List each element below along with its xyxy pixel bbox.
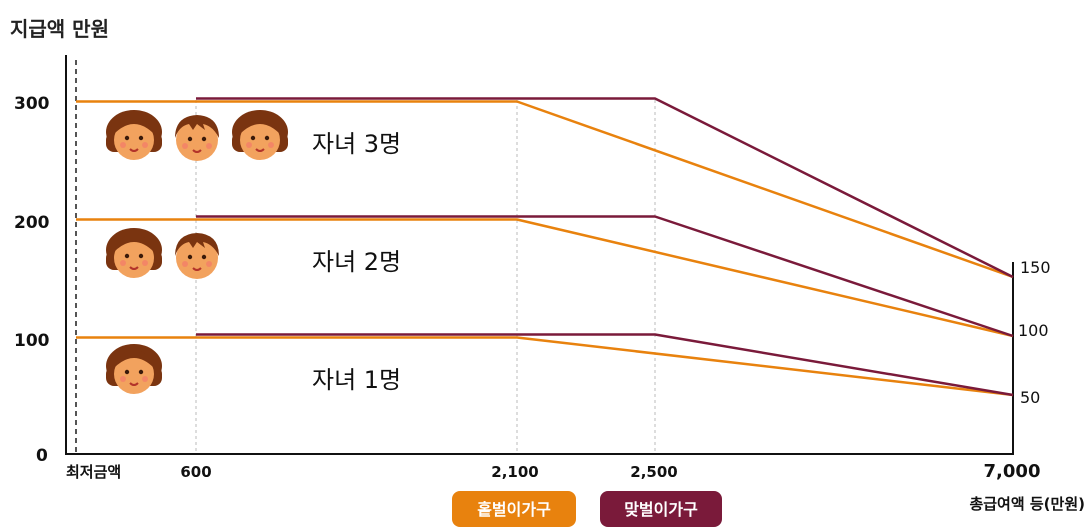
y-axis-title: 지급액 만원 [10, 17, 109, 41]
legend: 홑벌이가구 맞벌이가구 [452, 491, 722, 527]
series-layer [76, 97, 1014, 397]
child-face-icon [174, 114, 220, 162]
child-face-icon [105, 109, 163, 161]
x-axis-title: 총급여액 등(만원) [969, 495, 1085, 513]
series-line-5 [76, 336, 1014, 397]
legend-swatch-single [452, 491, 576, 527]
right-tick-100: 100 [1018, 321, 1049, 340]
series-line-6 [196, 333, 1014, 397]
children-icons [105, 109, 289, 395]
y-tick-100: 100 [14, 331, 50, 351]
child-face-icon [105, 227, 163, 279]
series-line-3 [76, 218, 1014, 338]
x-tick-600: 600 [180, 463, 211, 481]
x-tick-2100: 2,100 [491, 463, 538, 481]
y-tick-200: 200 [14, 213, 50, 233]
group-label-2: 자녀 2명 [312, 248, 401, 276]
y-tick-300: 300 [14, 94, 50, 114]
series-line-2 [196, 97, 1014, 279]
x-tick-minimum: 최저금액 [66, 463, 121, 481]
right-tick-150: 150 [1020, 258, 1051, 277]
legend-label-single: 홑벌이가구 [477, 500, 551, 519]
x-tick-2500: 2,500 [630, 463, 677, 481]
child-face-icon [174, 232, 220, 280]
x-tick-7000: 7,000 [984, 461, 1041, 482]
series-line-1 [76, 100, 1014, 279]
right-tick-50: 50 [1020, 388, 1040, 407]
series-line-4 [196, 215, 1014, 338]
child-face-icon [231, 109, 289, 161]
legend-swatch-dual [600, 491, 722, 527]
group-label-1: 자녀 1명 [312, 366, 401, 394]
child-face-icon [105, 343, 163, 395]
group-label-3: 자녀 3명 [312, 130, 401, 158]
y-tick-0: 0 [36, 446, 48, 466]
legend-label-dual: 맞벌이가구 [624, 500, 698, 519]
